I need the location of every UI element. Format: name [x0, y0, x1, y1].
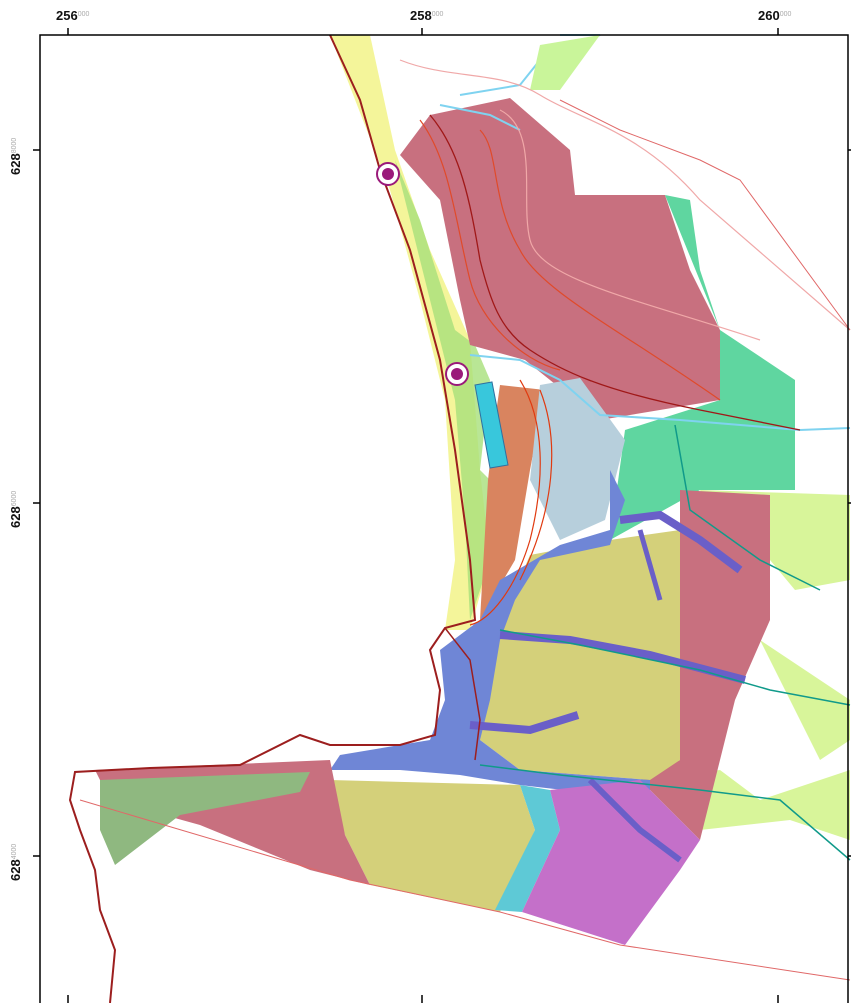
site-marker — [382, 168, 394, 180]
x-tick-sup: 000 — [78, 11, 90, 18]
y-tick-sup: 6000 — [11, 491, 18, 507]
site-marker — [451, 368, 463, 380]
y-tick-sup: 8000 — [11, 138, 18, 154]
x-tick-main: 256 — [56, 8, 78, 23]
y-tick-sup: 4000 — [11, 844, 18, 860]
y-tick-main: 628 — [8, 859, 23, 881]
y-tick-main: 628 — [8, 153, 23, 175]
y-tick-main: 628 — [8, 506, 23, 528]
x-tick-sup: 000 — [780, 11, 792, 18]
x-tick-main: 260 — [758, 8, 780, 23]
map: 256000 258000 260000 6288000 6286000 628… — [0, 0, 851, 1003]
x-tick-main: 258 — [410, 8, 432, 23]
x-tick-sup: 000 — [432, 11, 444, 18]
